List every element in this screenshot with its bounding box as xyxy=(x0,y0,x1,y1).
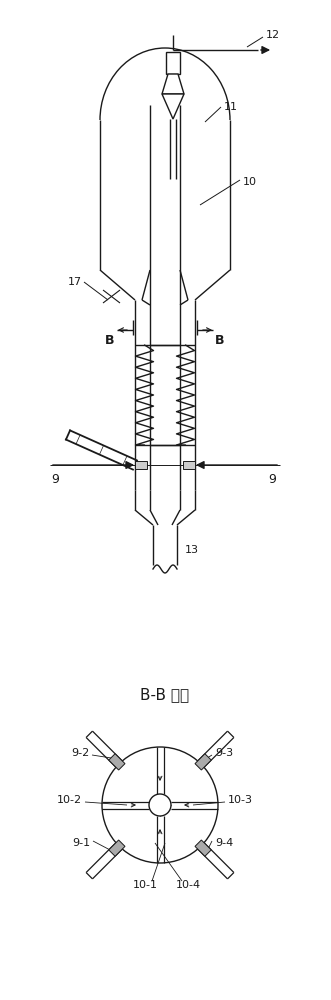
Polygon shape xyxy=(109,840,125,856)
Text: 11: 11 xyxy=(224,102,238,112)
Circle shape xyxy=(149,794,171,816)
Text: 9: 9 xyxy=(268,473,276,486)
Bar xyxy=(135,461,147,469)
Text: B-B 剖面: B-B 剖面 xyxy=(140,688,190,702)
Text: 9: 9 xyxy=(51,473,59,486)
Text: 10-3: 10-3 xyxy=(228,795,253,805)
Text: 9-4: 9-4 xyxy=(215,838,233,848)
Polygon shape xyxy=(162,74,184,94)
Text: 10-2: 10-2 xyxy=(57,795,82,805)
Text: 9-2: 9-2 xyxy=(72,748,90,758)
Text: B: B xyxy=(215,334,225,347)
Bar xyxy=(183,461,195,469)
Text: B: B xyxy=(105,334,115,347)
Text: 9-3: 9-3 xyxy=(215,748,233,758)
Text: 17: 17 xyxy=(68,277,82,287)
Polygon shape xyxy=(109,754,125,770)
Text: 10-1: 10-1 xyxy=(132,880,158,890)
Text: 13: 13 xyxy=(185,545,199,555)
Text: 9-1: 9-1 xyxy=(72,838,90,848)
Polygon shape xyxy=(162,94,184,119)
Text: 10: 10 xyxy=(243,177,257,187)
Polygon shape xyxy=(195,754,211,770)
Polygon shape xyxy=(195,840,211,856)
Text: 10-4: 10-4 xyxy=(175,880,201,890)
Text: 12: 12 xyxy=(266,30,280,40)
Bar xyxy=(166,52,180,74)
Circle shape xyxy=(102,747,218,863)
